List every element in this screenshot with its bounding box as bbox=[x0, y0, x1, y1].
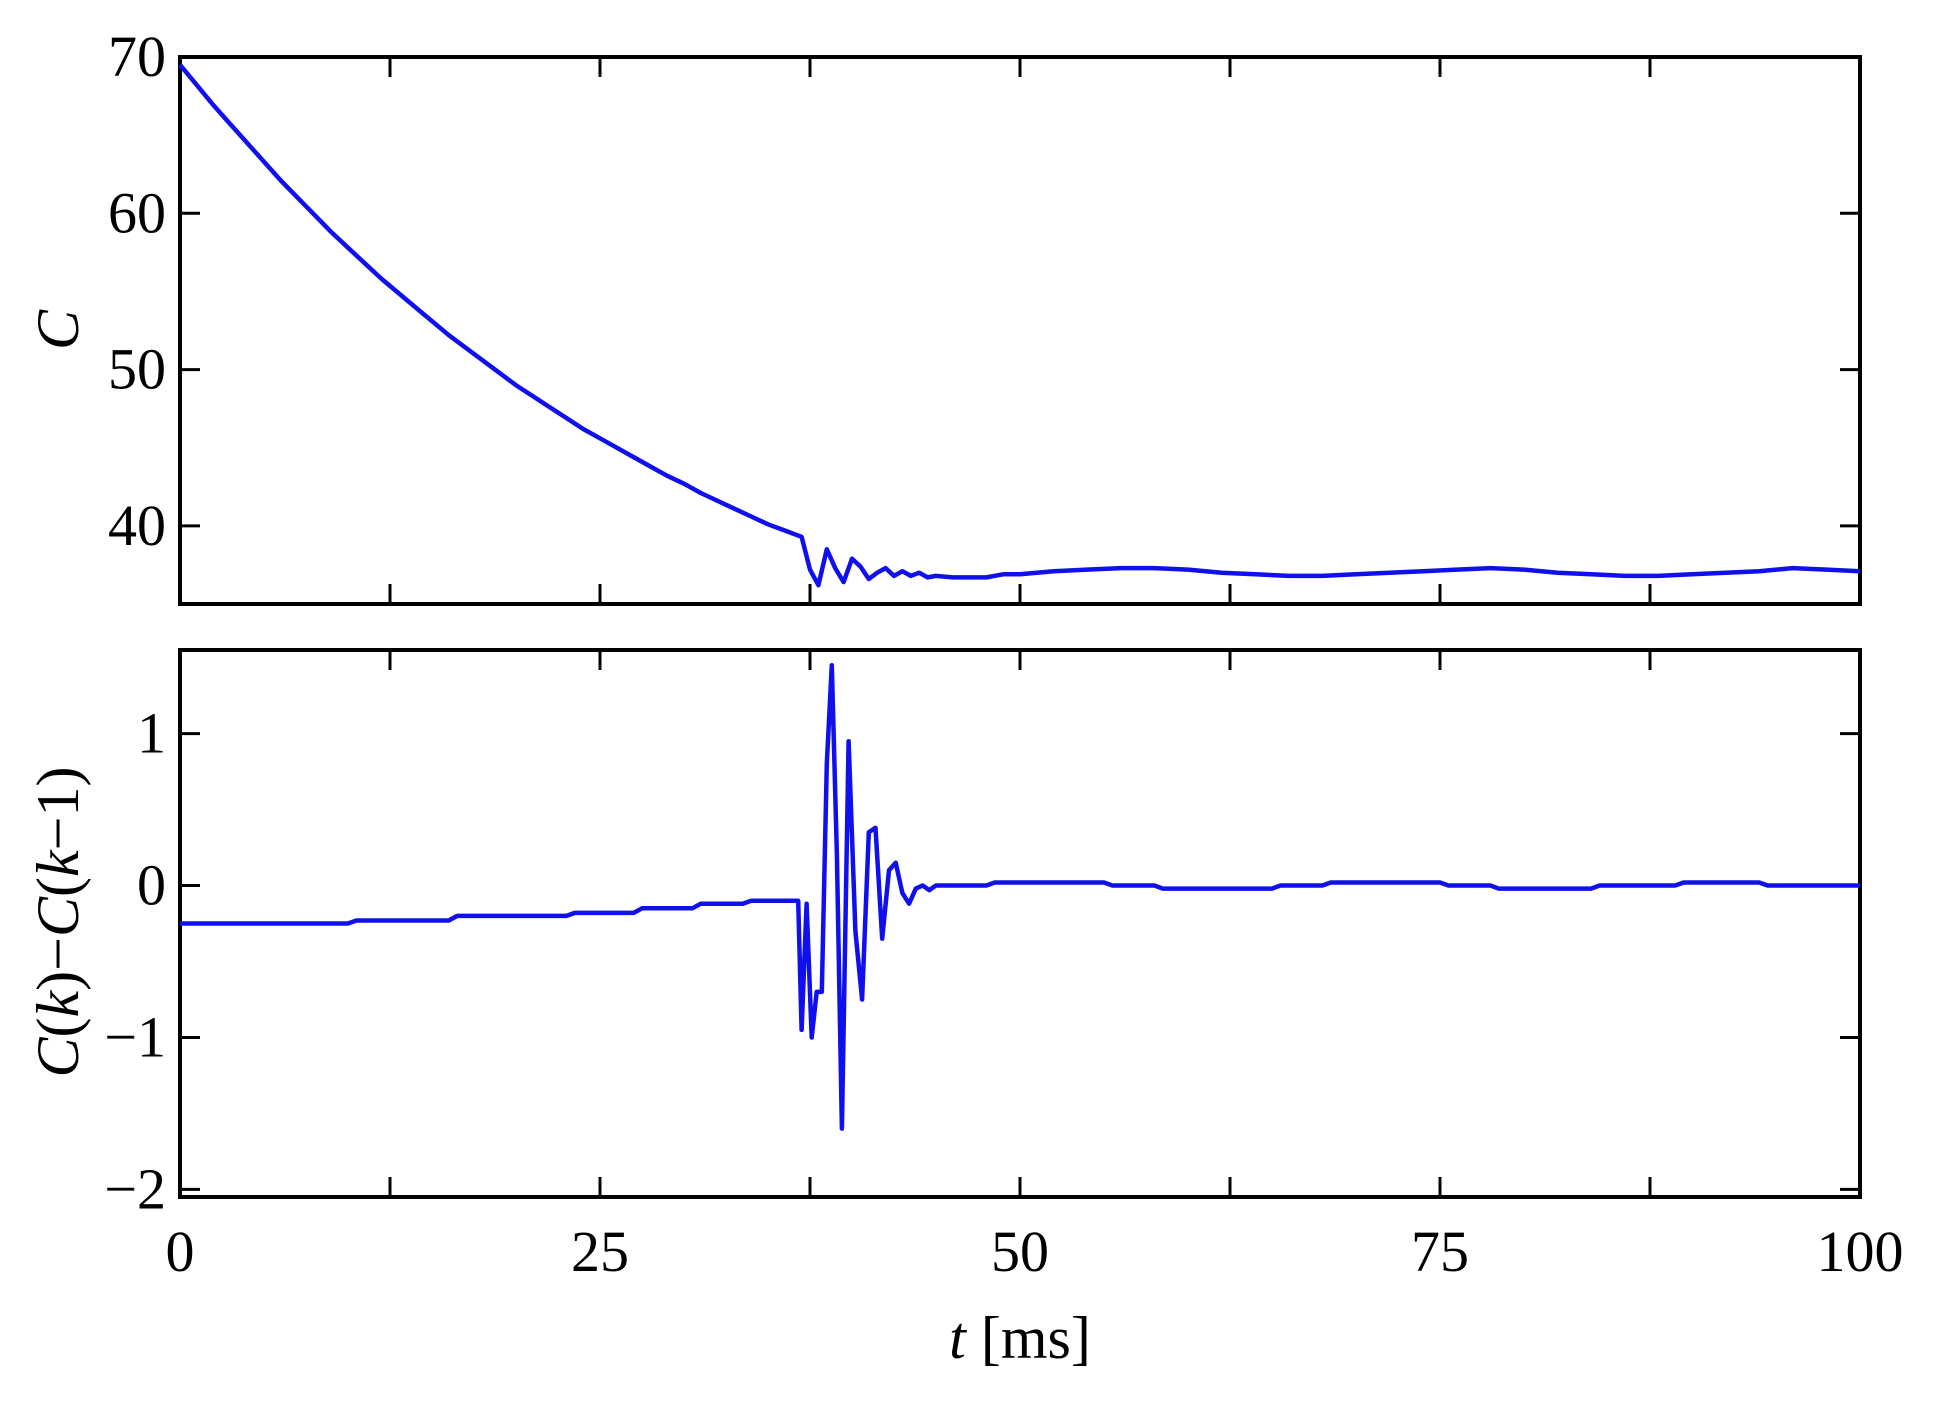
top-panel: 40 50 60 70 C bbox=[25, 24, 1862, 606]
top-y-axis-label: C bbox=[25, 309, 91, 350]
bottom-plot-frame bbox=[178, 648, 1862, 1199]
top-series-line-0 bbox=[178, 63, 1861, 588]
top-ytick-label-1: 50 bbox=[108, 337, 166, 402]
bottom-ytick-label-2: 0 bbox=[137, 853, 166, 918]
top-ytick-label-2: 60 bbox=[108, 180, 166, 245]
x-axis-label: t [ms] bbox=[949, 1305, 1091, 1371]
bottom-xtick-label-2: 50 bbox=[991, 1219, 1049, 1284]
bottom-panel: −2 −1 0 1 0 25 50 75 100 C(k)−C(k−1) t [ms] bbox=[25, 648, 1904, 1371]
bottom-xtick-label-1: 25 bbox=[571, 1219, 629, 1284]
top-axis-ticks: 40 50 60 70 bbox=[108, 24, 1862, 604]
bottom-y-axis-label: C(k)−C(k−1) bbox=[25, 767, 91, 1078]
bottom-xtick-label-3: 75 bbox=[1411, 1219, 1469, 1284]
bottom-ytick-label-3: 1 bbox=[137, 701, 166, 766]
bottom-series-group bbox=[180, 662, 1860, 1131]
top-series-group bbox=[178, 63, 1861, 588]
bottom-axis-ticks: −2 −1 0 1 0 25 50 75 100 bbox=[104, 650, 1904, 1284]
bottom-xtick-label-0: 0 bbox=[166, 1219, 195, 1284]
top-ytick-label-3: 70 bbox=[108, 24, 166, 89]
bottom-series-line-0 bbox=[180, 662, 1860, 1131]
top-ytick-label-0: 40 bbox=[108, 493, 166, 558]
bottom-ytick-label-0: −2 bbox=[104, 1156, 166, 1221]
bottom-ytick-label-1: −1 bbox=[104, 1004, 166, 1069]
bottom-xtick-label-4: 100 bbox=[1817, 1219, 1904, 1284]
top-plot-frame bbox=[178, 55, 1862, 606]
